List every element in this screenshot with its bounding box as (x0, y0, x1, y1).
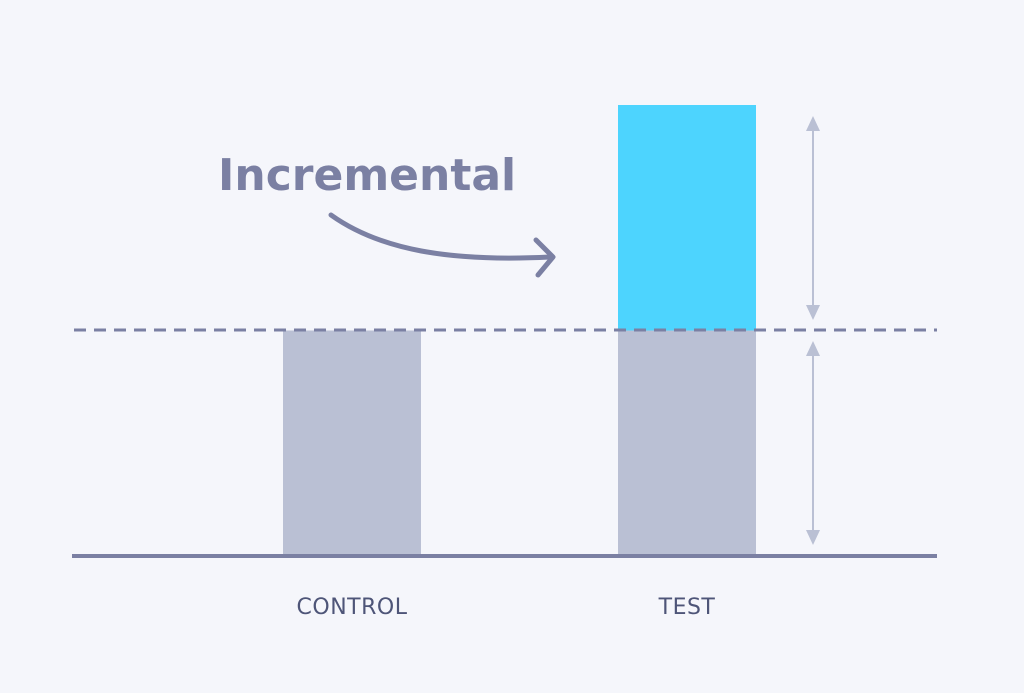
category-label-test: TEST (658, 595, 716, 620)
baseline-dimension-arrow (806, 341, 820, 545)
bar-test-baseline (618, 330, 756, 556)
bar-control-baseline (283, 330, 421, 556)
incremental-dimension-arrow (806, 116, 820, 320)
category-labels: CONTROL TEST (297, 595, 716, 620)
incremental-label: Incremental (218, 150, 516, 201)
arrow-up-icon (806, 341, 820, 356)
category-label-control: CONTROL (297, 595, 408, 620)
bar-test-incremental (618, 105, 756, 331)
curved-arrow-icon (328, 212, 556, 278)
arrow-up-icon (806, 116, 820, 131)
bars-group (283, 105, 756, 556)
arrow-down-icon (806, 305, 820, 320)
arrow-down-icon (806, 530, 820, 545)
